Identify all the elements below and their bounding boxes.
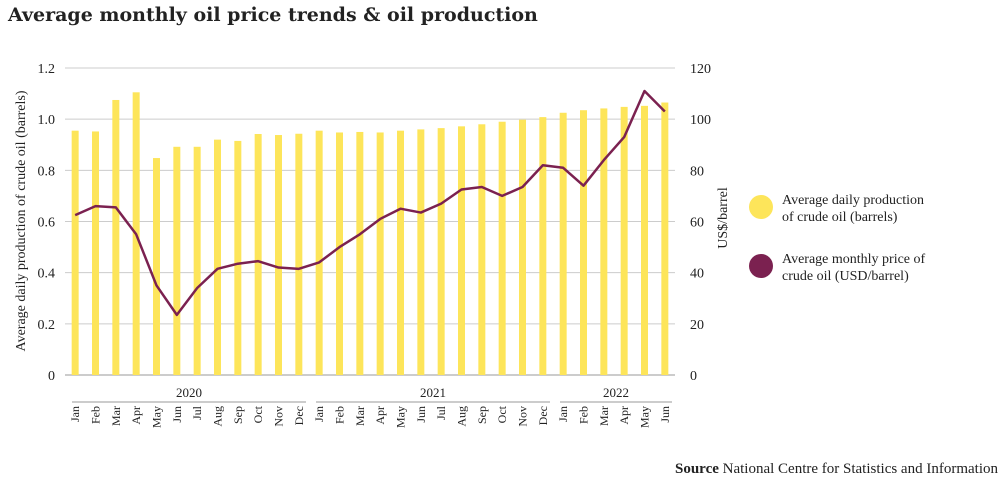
x-tick-label: May [394, 406, 408, 428]
y-tick-left: 0.6 [38, 216, 56, 231]
x-tick-label: Oct [495, 405, 509, 423]
bar-production [71, 130, 79, 375]
x-tick-label: Nov [516, 406, 530, 427]
x-tick-label: Apr [129, 406, 143, 425]
x-tick-label: Aug [211, 406, 225, 427]
bar-production [173, 146, 181, 375]
x-tick-label: May [150, 406, 164, 428]
y-axis-label-right: US$/barrel [716, 187, 731, 249]
bar-production [641, 105, 648, 375]
x-tick-label: Mar [353, 406, 367, 426]
bar-production [112, 99, 120, 376]
legend-label: Average daily production [782, 193, 924, 208]
x-tick-label: Mar [597, 406, 611, 426]
x-tick-label: Feb [333, 406, 347, 424]
x-tick-label: Jan [312, 406, 326, 422]
bar-production [356, 131, 364, 375]
bar-production [214, 139, 221, 375]
year-label: 2021 [420, 385, 446, 400]
bar-production [559, 112, 567, 375]
bar-production [376, 132, 384, 375]
x-tick-label: Nov [272, 406, 286, 427]
x-tick-label: Apr [373, 406, 387, 425]
x-tick-label: Jun [170, 406, 184, 423]
y-axis-label-left: Average daily production of crude oil (b… [14, 90, 29, 351]
x-tick-label: Dec [292, 406, 306, 425]
x-tick-label: Mar [109, 406, 123, 426]
bar-production [397, 130, 404, 375]
bar-production [478, 124, 486, 376]
x-tick-label: Jan [68, 406, 82, 422]
bar-production [275, 135, 282, 375]
x-tick-label: Apr [617, 406, 631, 425]
y-tick-right: 60 [690, 216, 704, 231]
y-tick-left: 1.0 [38, 113, 56, 128]
bar-production [234, 140, 242, 375]
legend-swatch-price [749, 254, 773, 278]
bar-production [600, 108, 608, 376]
bar-production [336, 132, 343, 375]
line-price [74, 89, 666, 317]
bar-production [315, 130, 323, 375]
x-tick-label: Aug [455, 406, 469, 427]
source-text: National Centre for Statistics and Infor… [722, 461, 998, 477]
x-tick-label: Feb [577, 406, 591, 424]
bar-production [295, 133, 303, 375]
y-tick-left: 0.4 [38, 267, 56, 282]
bar-production [437, 128, 445, 375]
y-tick-right: 20 [690, 318, 704, 333]
bar-production [193, 146, 201, 375]
x-tick-label: May [638, 406, 652, 428]
y-tick-left: 1.2 [38, 62, 56, 77]
bar-production [92, 131, 99, 375]
bar-production [620, 106, 628, 376]
y-tick-left: 0 [48, 369, 55, 384]
y-tick-right: 40 [690, 267, 704, 282]
bar-production [661, 102, 669, 375]
source-label: Source [675, 461, 719, 477]
bar-production [254, 134, 262, 375]
bar-production [519, 119, 526, 375]
y-tick-left: 0.8 [38, 164, 56, 179]
x-tick-label: Feb [89, 406, 103, 424]
source-note: Source National Centre for Statistics an… [675, 461, 998, 478]
legend-swatch-production [749, 195, 773, 219]
legend-label: crude oil (USD/barrel) [782, 269, 909, 284]
year-label: 2020 [176, 385, 202, 400]
y-tick-left: 0.2 [38, 318, 56, 333]
y-tick-right: 100 [690, 113, 711, 128]
year-label: 2022 [603, 385, 629, 400]
x-tick-label: Jul [190, 405, 204, 420]
x-tick-label: Jan [556, 406, 570, 422]
x-tick-label: Sep [475, 406, 489, 424]
bar-production [458, 126, 465, 375]
bar-production [580, 110, 587, 376]
bar-production [539, 117, 547, 376]
y-tick-right: 120 [690, 62, 711, 77]
y-tick-right: 80 [690, 164, 704, 179]
legend-label: Average monthly price of [782, 252, 926, 267]
y-tick-right: 0 [690, 369, 697, 384]
legend-label: of crude oil (barrels) [782, 210, 898, 225]
x-tick-label: Oct [251, 405, 265, 423]
x-tick-label: Jun [414, 406, 428, 423]
x-tick-label: Sep [231, 406, 245, 424]
bar-production [498, 121, 506, 375]
x-tick-label: Jul [434, 405, 448, 420]
bar-production [417, 129, 425, 375]
x-tick-label: Jun [658, 406, 672, 423]
x-tick-label: Dec [536, 406, 550, 425]
chart-title: Average monthly oil price trends & oil p… [8, 4, 538, 26]
bar-production [153, 158, 160, 375]
